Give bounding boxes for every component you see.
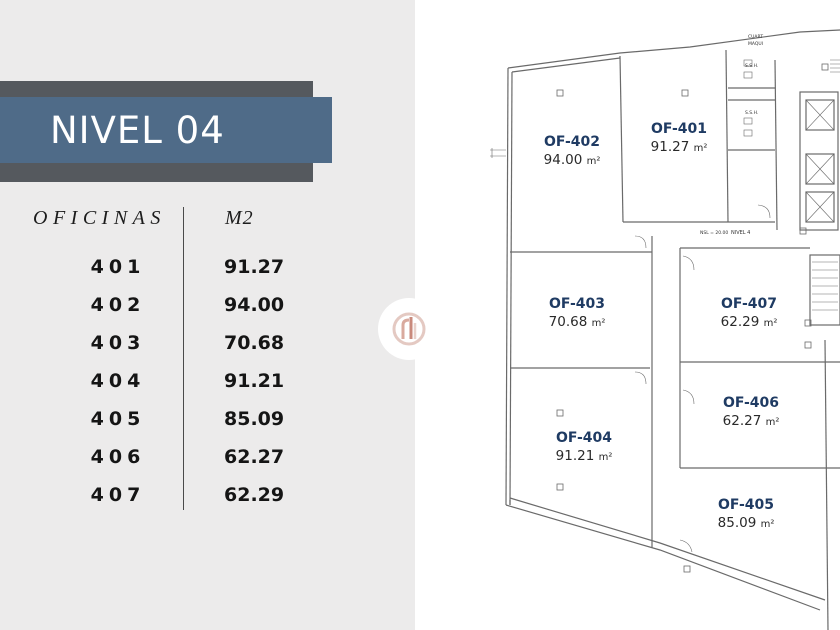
office-area-value: 85.09 [224, 408, 285, 430]
floor-plan-panel [415, 0, 840, 630]
office-area-value: 70.68 [224, 332, 285, 354]
office-area: 62.27 m² [722, 413, 780, 429]
table-row: 403 70.68 [0, 332, 415, 362]
table-row: 404 91.21 [0, 370, 415, 400]
floor-plan: CUART MAQUI S.S.H. S.S.H. NSL = 20.00 NI… [415, 0, 840, 630]
office-area: 62.29 m² [720, 314, 778, 330]
column-divider [183, 207, 184, 510]
office-code: OF-407 [720, 296, 778, 312]
office-number: 405 [90, 408, 146, 430]
office-area: 85.09 m² [717, 515, 775, 531]
table-row: 405 85.09 [0, 408, 415, 438]
office-number: 407 [90, 484, 146, 506]
office-406-label: OF-406 62.27 m² [723, 395, 780, 429]
page-title: NIVEL 04 [50, 108, 225, 152]
office-code: OF-404 [555, 430, 613, 446]
office-area: 91.21 m² [555, 448, 613, 464]
level-elevation: NSL = 20.00 [700, 231, 729, 236]
office-code: OF-401 [650, 121, 708, 137]
office-code: OF-402 [543, 134, 601, 150]
summary-panel: NIVEL 04 OFICINAS M2 401 91.27 402 94.00… [0, 0, 415, 630]
office-area-value: 94.00 [224, 294, 285, 316]
office-area-value: 91.21 [224, 370, 285, 392]
office-area-value: 62.29 [224, 484, 285, 506]
office-number: 403 [90, 332, 146, 354]
table-row: 402 94.00 [0, 294, 415, 324]
office-402-label: OF-402 94.00 m² [544, 134, 601, 168]
title-band: NIVEL 04 [0, 97, 332, 163]
office-403-label: OF-403 70.68 m² [549, 296, 606, 330]
office-407-label: OF-407 62.29 m² [721, 296, 778, 330]
table-row: 407 62.29 [0, 484, 415, 514]
level-label: NIVEL 4 [731, 230, 751, 236]
room-label-top-2: MAQUI [748, 42, 764, 47]
office-area-value: 91.27 [224, 256, 285, 278]
brand-logo-icon [378, 298, 440, 360]
area-column-header: M2 [225, 207, 254, 229]
office-number: 406 [90, 446, 146, 468]
floor-plan-drawing [490, 29, 840, 630]
restroom-label-1: S.S.H. [745, 64, 759, 69]
office-area: 91.27 m² [650, 139, 708, 155]
office-405-label: OF-405 85.09 m² [718, 497, 775, 531]
office-number: 404 [90, 370, 146, 392]
office-401-label: OF-401 91.27 m² [651, 121, 708, 155]
office-number: 401 [90, 256, 146, 278]
office-404-label: OF-404 91.21 m² [556, 430, 613, 464]
office-area: 70.68 m² [548, 314, 606, 330]
office-code: OF-403 [548, 296, 606, 312]
table-row: 406 62.27 [0, 446, 415, 476]
offices-column-header: OFICINAS [33, 207, 166, 229]
restroom-label-2: S.S.H. [745, 111, 759, 116]
room-label-top-1: CUART [748, 35, 764, 40]
table-row: 401 91.27 [0, 256, 415, 286]
office-code: OF-405 [717, 497, 775, 513]
office-area-value: 62.27 [224, 446, 285, 468]
office-area: 94.00 m² [543, 152, 601, 168]
office-number: 402 [90, 294, 146, 316]
office-code: OF-406 [722, 395, 780, 411]
